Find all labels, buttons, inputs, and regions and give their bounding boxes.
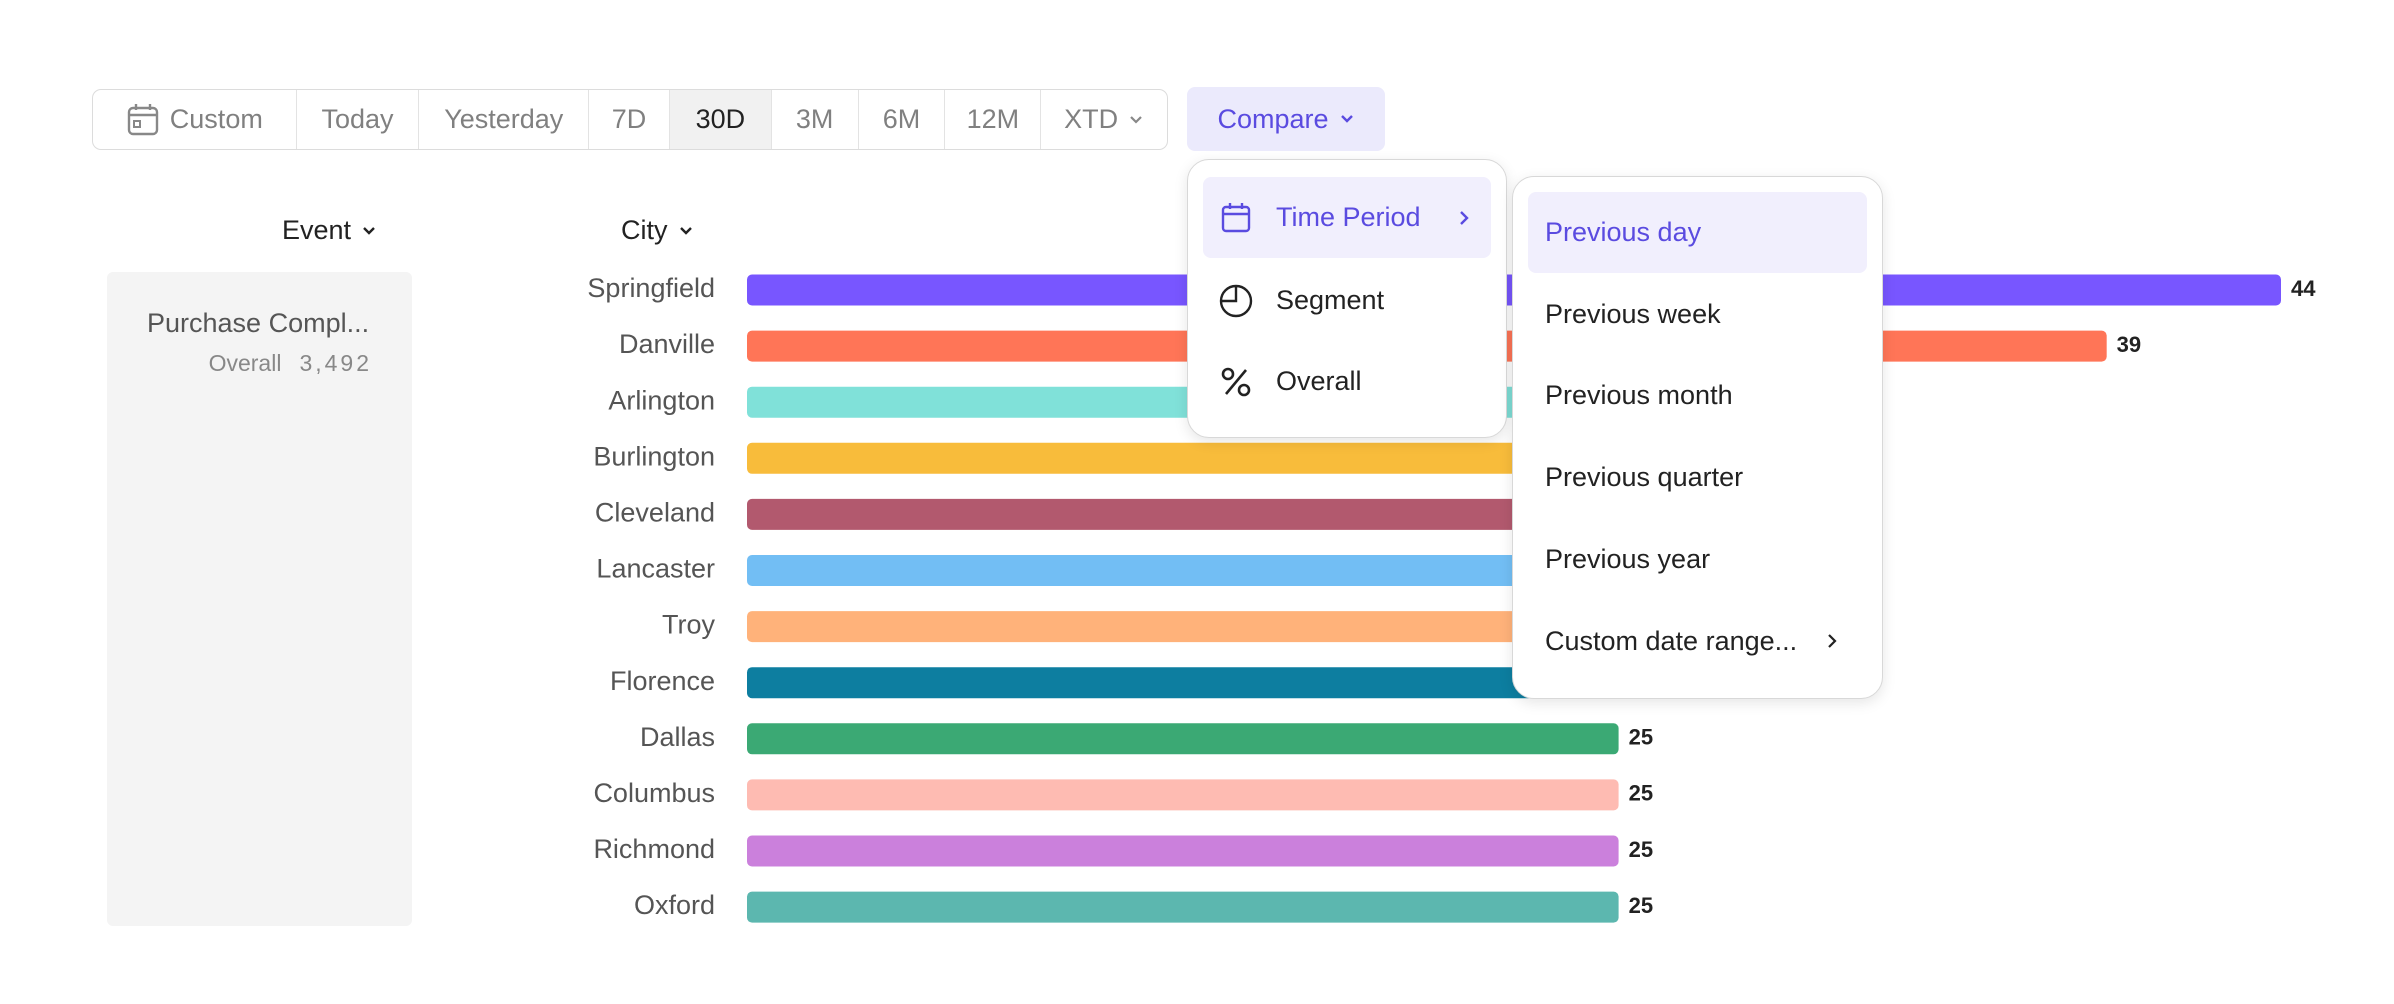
menu-item-label: Overall <box>1276 366 1362 396</box>
value-label: 25 <box>1629 893 1653 918</box>
bar <box>747 442 1689 474</box>
range-button[interactable]: Custom <box>93 90 296 149</box>
segment-icon <box>1219 284 1253 317</box>
chevron-right-icon <box>1460 210 1469 225</box>
menu-item[interactable]: Previous month <box>1528 355 1867 436</box>
menu-item-label: Previous quarter <box>1545 462 1744 493</box>
chevron-icon <box>679 226 692 235</box>
category-label: Oxford <box>634 890 715 920</box>
menu-item-label: Previous week <box>1545 298 1721 329</box>
bar <box>747 611 1654 643</box>
menu-item[interactable]: Previous day <box>1528 192 1867 273</box>
range-label: Today <box>321 104 394 134</box>
category-label: Columbus <box>593 778 715 808</box>
chevron-icon <box>363 226 375 235</box>
menu-item-label: Segment <box>1276 285 1385 315</box>
date-range-toolbar: Custom Today Yesterday 7D 30D 3M 6M 12M XTD <box>92 89 1168 150</box>
bar <box>747 555 1654 586</box>
menu-item-label: Custom date range... <box>1545 625 1798 656</box>
bar <box>747 667 1654 699</box>
overall-label: Overall <box>208 350 282 376</box>
bar <box>747 498 1689 530</box>
time-period-menu: Previous day Previous week Previous month P… <box>1512 176 1883 699</box>
range-label: Yesterday <box>444 104 564 134</box>
range-label: Custom <box>169 104 263 134</box>
chevron-right-icon <box>1828 634 1837 648</box>
menu-item[interactable]: Custom date range... <box>1528 601 1867 682</box>
category-label: Lancaster <box>596 554 715 584</box>
category-label: Florence <box>610 666 715 696</box>
range-button[interactable]: XTD <box>1040 90 1167 149</box>
compare-button[interactable]: Compare <box>1187 87 1385 151</box>
calendar-icon <box>1221 202 1251 232</box>
event-overall: Overall 3,492 <box>209 350 372 377</box>
value-label: 39 <box>2117 332 2141 357</box>
range-button[interactable]: 12M <box>944 90 1040 149</box>
calendar-icon <box>127 103 158 135</box>
chevron-icon <box>1340 115 1353 123</box>
percent-icon <box>1221 367 1251 396</box>
range-button[interactable]: 3M <box>770 90 858 149</box>
event-card[interactable]: Purchase Compl... Overall 3,492 <box>107 272 412 926</box>
range-label: 30D <box>695 104 746 134</box>
compare-label: Compare <box>1217 103 1329 134</box>
range-button[interactable]: Yesterday <box>418 90 588 149</box>
menu-item[interactable]: Time Period <box>1203 177 1491 258</box>
range-label: 12M <box>966 104 1020 134</box>
compare-menu: Time Period Segment Overall <box>1187 159 1507 438</box>
menu-item-label: Time Period <box>1276 202 1421 232</box>
range-button[interactable]: 7D <box>588 90 669 149</box>
menu-item[interactable]: Segment <box>1203 260 1491 341</box>
bar <box>747 835 1619 867</box>
category-label: Richmond <box>593 834 715 864</box>
value-label: 44 <box>2291 276 2316 301</box>
menu-item-label: Previous year <box>1545 543 1711 574</box>
city-header-label: City <box>621 215 668 245</box>
range-label: 6M <box>882 104 921 134</box>
menu-item-label: Previous month <box>1545 380 1733 411</box>
range-label: 7D <box>611 104 647 134</box>
bar <box>747 891 1619 923</box>
category-label: Arlington <box>608 385 715 415</box>
category-label: Cleveland <box>595 498 715 528</box>
event-name: Purchase Compl... <box>147 308 370 338</box>
event-header-label: Event <box>282 215 352 245</box>
range-label: 3M <box>795 104 834 134</box>
menu-item[interactable]: Previous week <box>1528 274 1867 355</box>
range-button[interactable]: 30D <box>668 90 771 149</box>
city-header[interactable]: City <box>621 215 694 246</box>
category-label: Burlington <box>593 441 715 471</box>
value-label: 25 <box>1629 781 1653 806</box>
value-label: 25 <box>1629 725 1653 750</box>
menu-item[interactable]: Previous year <box>1528 519 1867 600</box>
category-label: Troy <box>662 610 715 640</box>
category-label: Dallas <box>640 722 715 752</box>
bar <box>747 723 1619 755</box>
event-header[interactable]: Event <box>282 215 377 246</box>
overall-value: 3,492 <box>299 350 372 376</box>
chevron-icon <box>1130 115 1142 124</box>
menu-item-label: Previous day <box>1545 217 1702 247</box>
category-label: Danville <box>619 329 715 359</box>
range-label: XTD <box>1064 104 1119 134</box>
menu-item[interactable]: Previous quarter <box>1528 437 1867 518</box>
category-label: Springfield <box>587 273 715 303</box>
value-label: 25 <box>1629 837 1653 862</box>
menu-item[interactable]: Overall <box>1203 341 1491 422</box>
range-button[interactable]: 6M <box>857 90 945 149</box>
range-button[interactable]: Today <box>295 90 419 149</box>
bar <box>747 779 1619 811</box>
